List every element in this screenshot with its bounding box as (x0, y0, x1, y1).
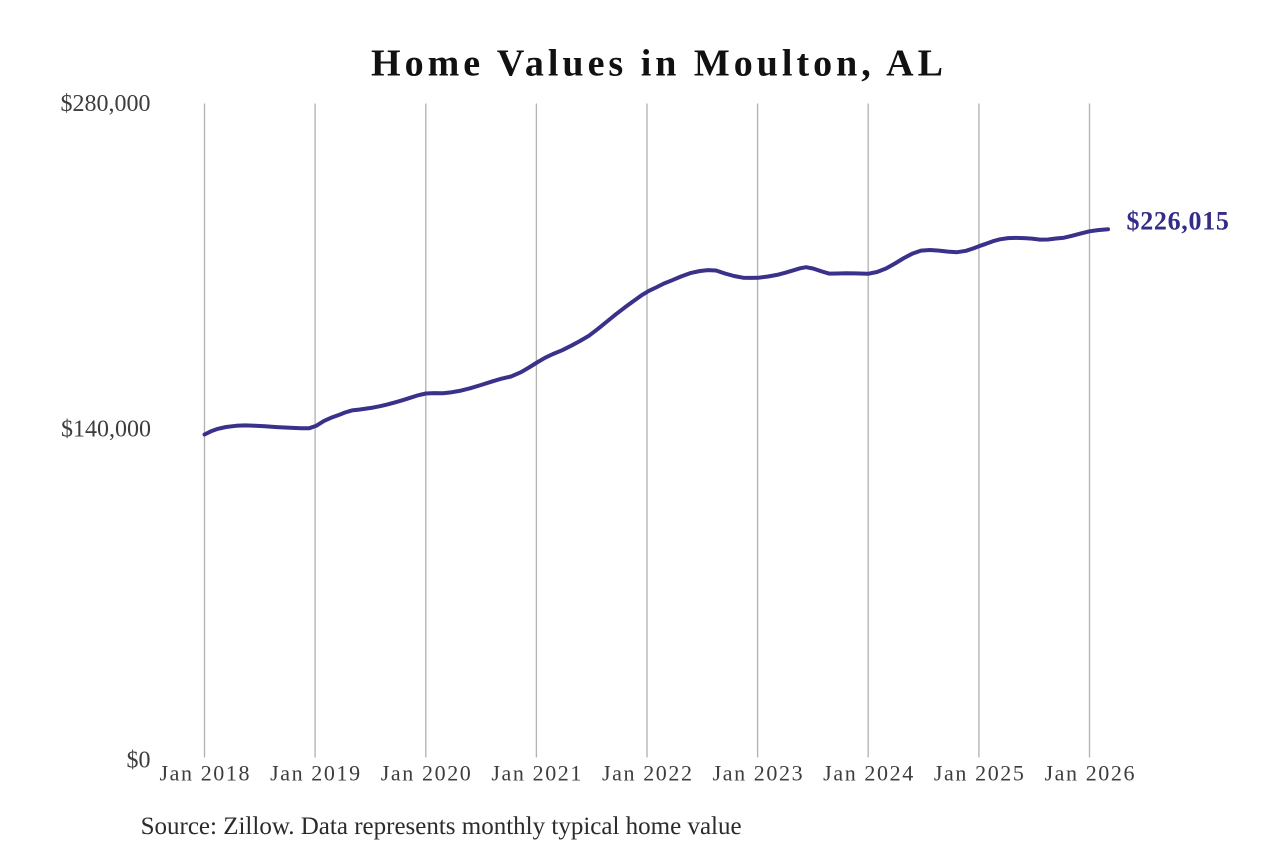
svg-text:Jan 2024: Jan 2024 (823, 761, 915, 786)
svg-text:$0: $0 (127, 748, 151, 774)
svg-text:Jan 2018: Jan 2018 (159, 761, 251, 786)
svg-text:Jan 2022: Jan 2022 (602, 761, 694, 786)
svg-text:Jan 2021: Jan 2021 (491, 761, 583, 786)
svg-text:$226,015: $226,015 (1127, 207, 1230, 236)
svg-text:$140,000: $140,000 (61, 417, 151, 443)
svg-text:$280,000: $280,000 (61, 91, 151, 117)
svg-text:Jan 2026: Jan 2026 (1044, 761, 1136, 786)
svg-text:Jan 2019: Jan 2019 (270, 761, 362, 786)
svg-text:Source: Zillow. Data represent: Source: Zillow. Data represents monthly … (141, 813, 742, 840)
svg-text:Jan 2023: Jan 2023 (713, 761, 805, 786)
svg-text:Jan 2020: Jan 2020 (381, 761, 473, 786)
svg-text:Jan 2025: Jan 2025 (934, 761, 1026, 786)
svg-text:Home Values in Moulton, AL: Home Values in Moulton, AL (371, 42, 947, 84)
